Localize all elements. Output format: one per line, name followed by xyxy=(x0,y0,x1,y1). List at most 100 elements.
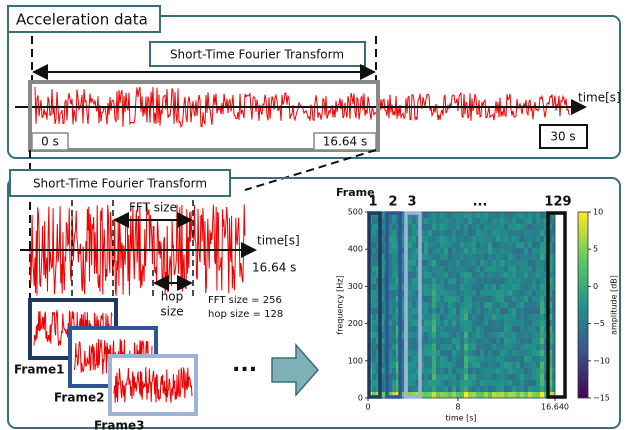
spectrogram-cell xyxy=(408,302,412,308)
spectrogram-cell xyxy=(412,338,416,344)
spectrogram-cell xyxy=(452,374,456,380)
spectrogram-cell xyxy=(484,362,488,368)
spectrogram-cell xyxy=(464,374,468,380)
spectrogram-cell xyxy=(424,290,428,296)
spectrogram-cell xyxy=(392,272,396,278)
colorbar-tick-label: 0 xyxy=(593,282,598,291)
spectrogram-cell xyxy=(524,278,528,284)
spectrogram-cell xyxy=(508,320,512,326)
spectrogram-cell xyxy=(436,224,440,230)
spectrogram-cell xyxy=(392,248,396,254)
spectrogram-cell xyxy=(412,368,416,374)
spectrogram-cell xyxy=(460,314,464,320)
spectrogram-cell xyxy=(528,224,532,230)
spectrogram-cell xyxy=(440,344,444,350)
spectrogram-cell xyxy=(528,272,532,278)
colorbar-cell xyxy=(578,287,588,290)
spectrogram-cell xyxy=(424,302,428,308)
spectrogram-cell xyxy=(436,242,440,248)
spectrogram-cell xyxy=(512,356,516,362)
spectrogram-cell xyxy=(440,296,444,302)
spectrogram-cell xyxy=(536,380,540,386)
spectrogram-cell xyxy=(524,230,528,236)
spectrogram-cell xyxy=(372,302,376,308)
spectrogram-cell xyxy=(424,242,428,248)
spectrogram-cell xyxy=(372,380,376,386)
spectrogram-cell xyxy=(468,212,472,218)
spectrogram-cell xyxy=(472,362,476,368)
spectrogram-cell xyxy=(472,218,476,224)
spectrogram-cell xyxy=(540,344,544,350)
spectrogram-cell xyxy=(532,272,536,278)
x-axis-label: time [s] xyxy=(445,414,476,423)
spectrogram-cell xyxy=(408,326,412,332)
spectrogram-cell xyxy=(428,356,432,362)
spectrogram-cell xyxy=(452,344,456,350)
spectrogram-cell xyxy=(480,314,484,320)
spectrogram-cell xyxy=(516,356,520,362)
spectrogram-cell xyxy=(492,332,496,338)
spectrogram-cell xyxy=(392,314,396,320)
colorbar-cell xyxy=(578,341,588,344)
spectrogram-cell xyxy=(488,266,492,272)
spectrogram-cell xyxy=(516,278,520,284)
spectrogram-cell xyxy=(412,230,416,236)
spectrogram-cell xyxy=(440,242,444,248)
spectrogram-cell xyxy=(408,344,412,350)
spectrogram-cell xyxy=(488,302,492,308)
spectrogram-cell xyxy=(424,278,428,284)
spectrogram-cell xyxy=(472,332,476,338)
spectrogram-cell xyxy=(460,308,464,314)
spectrogram-cell xyxy=(436,380,440,386)
spectrogram-cell xyxy=(524,242,528,248)
spectrogram-cell xyxy=(448,308,452,314)
spectrogram-cell xyxy=(440,362,444,368)
spectrogram-cell xyxy=(432,362,436,368)
spectrogram-cell xyxy=(464,338,468,344)
spectrogram-cell xyxy=(528,290,532,296)
spectrogram-cell xyxy=(408,290,412,296)
spectrogram-cell xyxy=(468,284,472,290)
spectrogram-cell xyxy=(512,380,516,386)
spectrogram-cell xyxy=(528,350,532,356)
spectrogram-cell xyxy=(468,332,472,338)
spectrogram-cell xyxy=(436,350,440,356)
spectrogram-cell xyxy=(408,248,412,254)
spectrogram-cell xyxy=(476,266,480,272)
spectrogram-cell xyxy=(484,368,488,374)
spectrogram-cell xyxy=(468,236,472,242)
spectrogram-cell xyxy=(408,224,412,230)
spectrogram-cell xyxy=(392,320,396,326)
spectrogram-cell xyxy=(412,236,416,242)
spectrogram-cell xyxy=(448,320,452,326)
spectrogram-cell xyxy=(476,236,480,242)
spectrogram-cell xyxy=(408,362,412,368)
spectrogram-cell xyxy=(516,296,520,302)
spectrogram-cell xyxy=(440,266,444,272)
spectrogram-cell xyxy=(432,314,436,320)
spectrogram-cell xyxy=(432,236,436,242)
spectrogram-cell xyxy=(532,248,536,254)
arrow xyxy=(272,345,318,395)
spectrogram-cell xyxy=(428,320,432,326)
colorbar-cell xyxy=(578,251,588,254)
colorbar-cell xyxy=(578,335,588,338)
spectrogram-cell xyxy=(500,302,504,308)
spectrogram-cell xyxy=(536,218,540,224)
spectrogram-cell xyxy=(472,230,476,236)
spectrogram-cell xyxy=(452,260,456,266)
spectrogram-cell xyxy=(504,218,508,224)
spectrogram-cell xyxy=(480,362,484,368)
spectrogram-cell xyxy=(480,326,484,332)
spectrogram-cell xyxy=(408,272,412,278)
spectrogram-cell xyxy=(492,392,496,398)
spectrogram-cell xyxy=(436,314,440,320)
colorbar-cell xyxy=(578,314,588,317)
colorbar-cell xyxy=(578,266,588,269)
figure: Acceleration data Short-Time Fourier Tra… xyxy=(0,0,627,430)
spectrogram-cell xyxy=(508,272,512,278)
spectrogram-cell xyxy=(444,332,448,338)
spectrogram-cell xyxy=(532,374,536,380)
spectrogram-cell xyxy=(488,284,492,290)
spectrogram-cell xyxy=(484,296,488,302)
